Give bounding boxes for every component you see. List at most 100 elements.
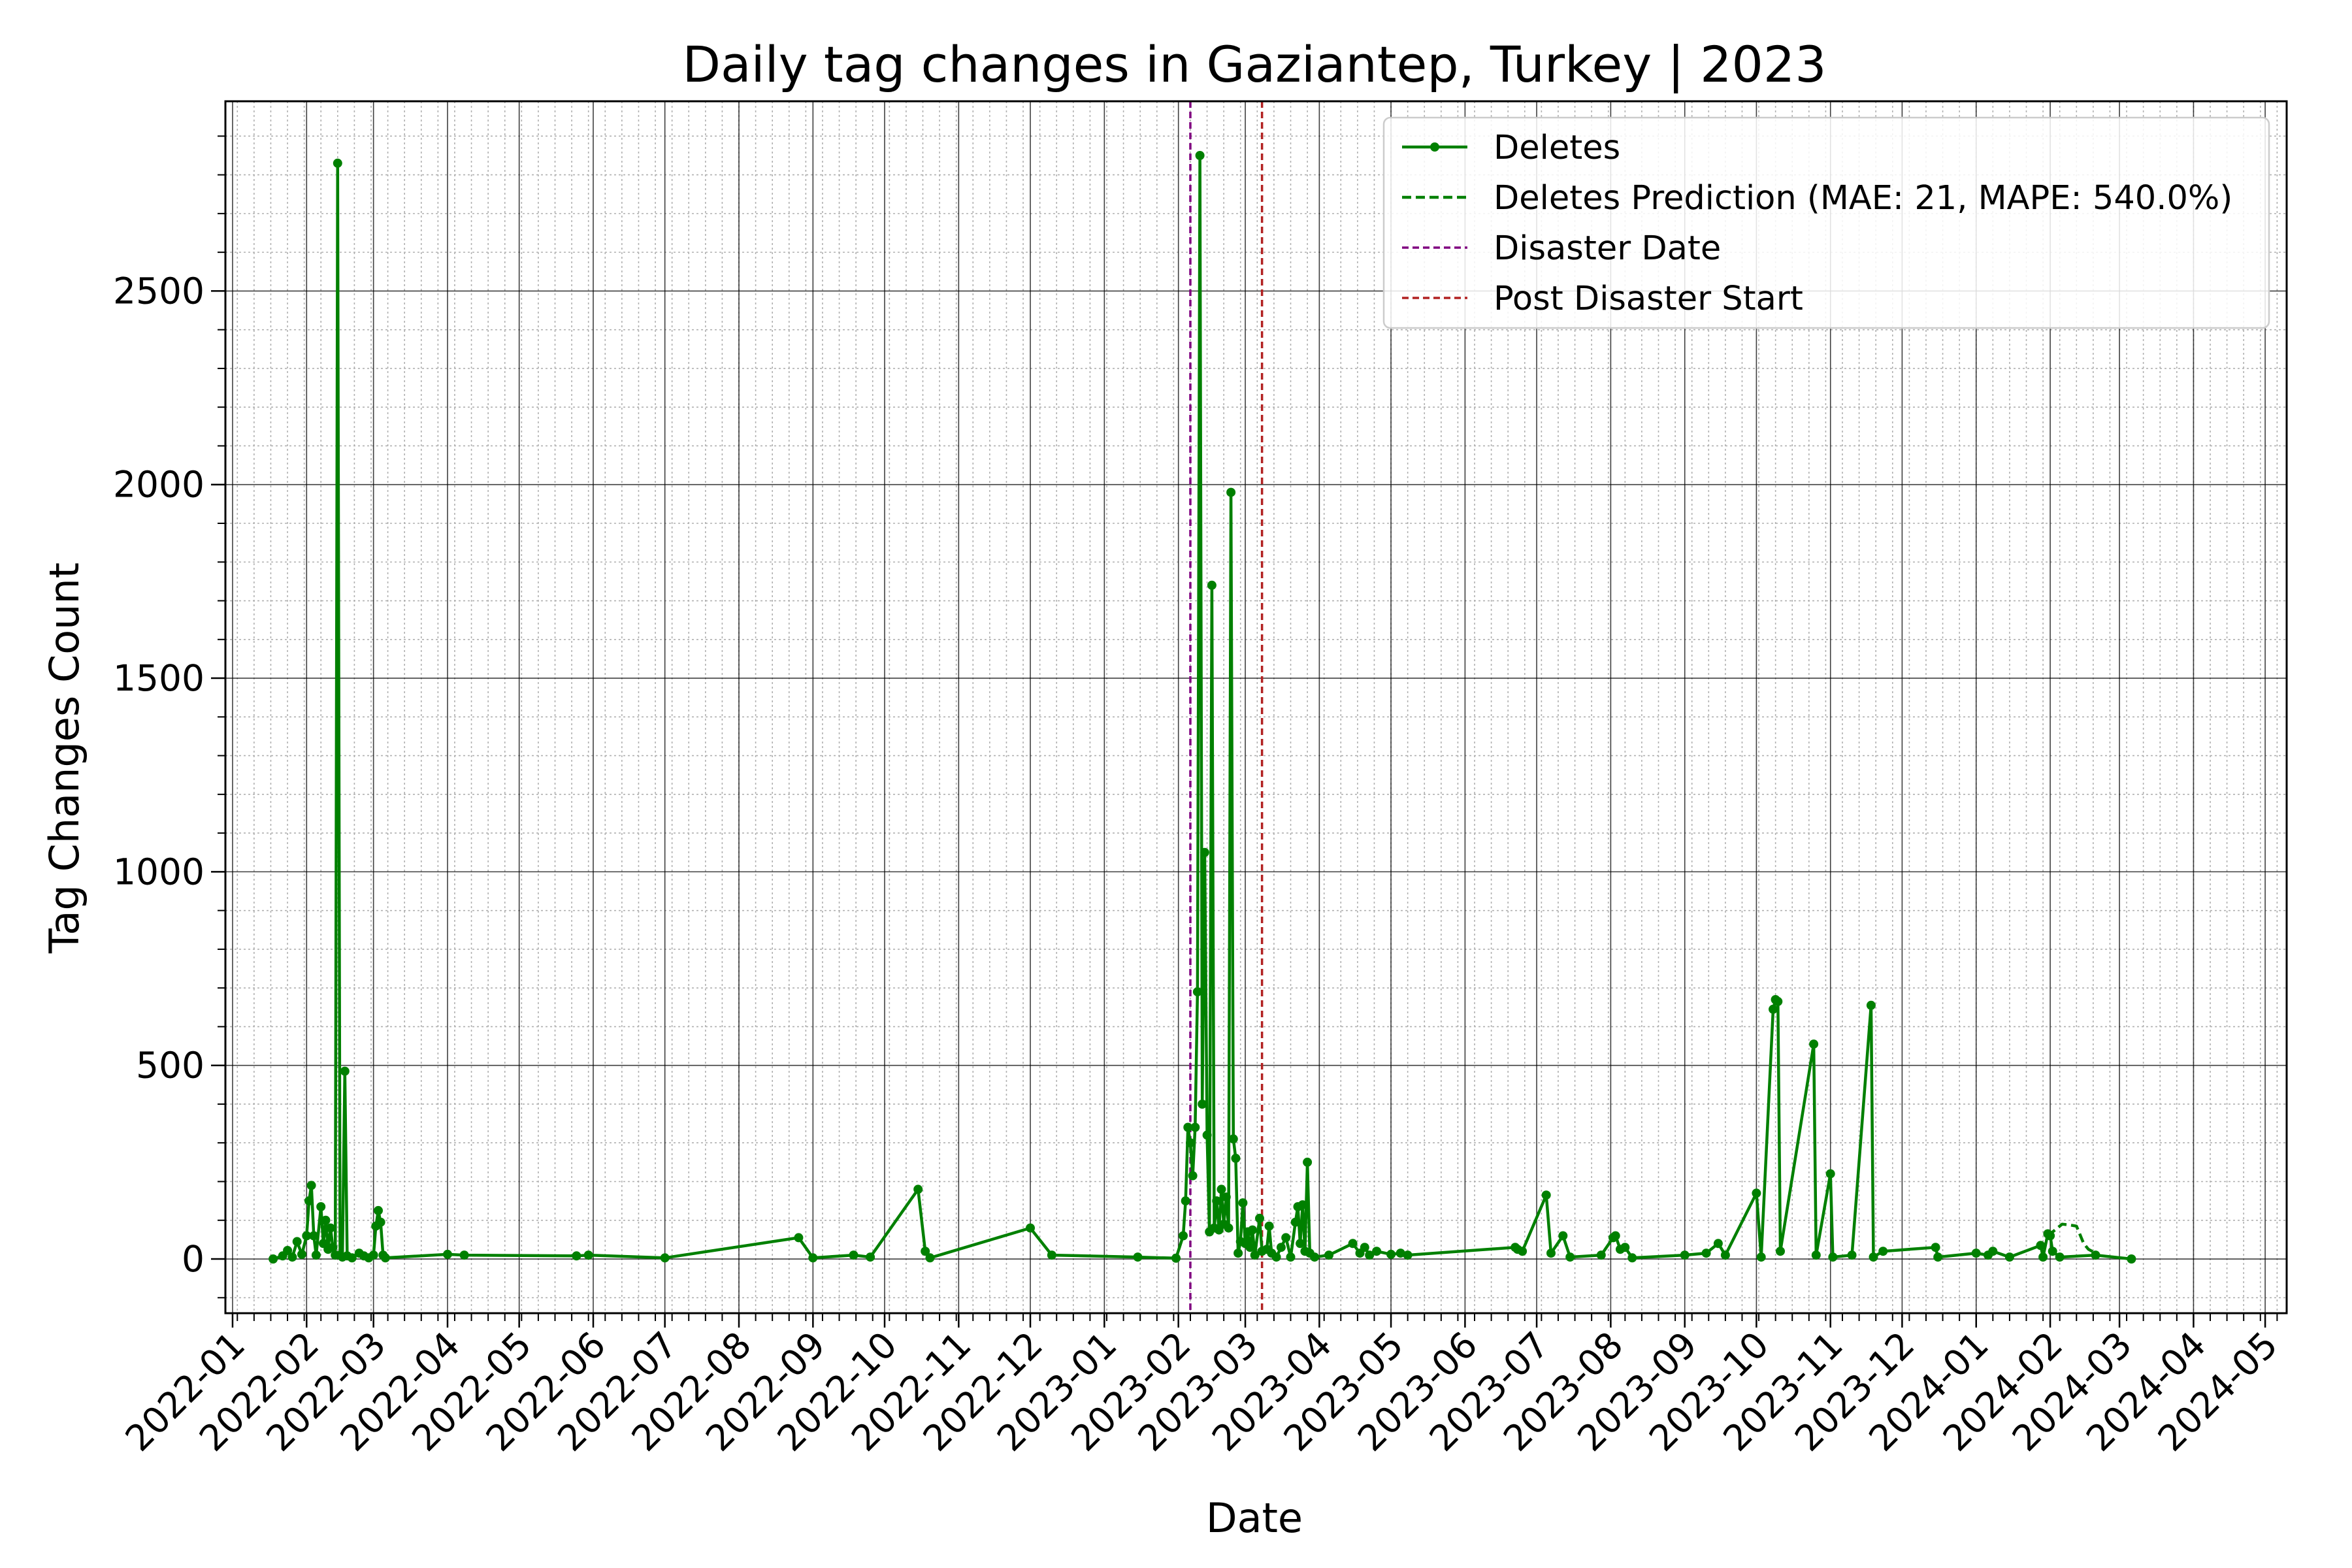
deletes-point bbox=[380, 1253, 390, 1263]
series-layer bbox=[269, 151, 2136, 1264]
deletes-point bbox=[1596, 1250, 1606, 1260]
deletes-point bbox=[2055, 1252, 2065, 1262]
deletes-point bbox=[1250, 1250, 1260, 1260]
deletes-point bbox=[376, 1217, 385, 1227]
deletes-point bbox=[1878, 1247, 1888, 1256]
deletes-point bbox=[1047, 1250, 1056, 1260]
deletes-point bbox=[1701, 1249, 1711, 1258]
deletes-point bbox=[1133, 1252, 1143, 1262]
deletes-point bbox=[2048, 1247, 2057, 1256]
deletes-point bbox=[459, 1250, 469, 1260]
deletes-point bbox=[1866, 1000, 1876, 1010]
deletes-point bbox=[1224, 1223, 1233, 1233]
deletes-point bbox=[1171, 1253, 1181, 1263]
deletes-point bbox=[1565, 1252, 1575, 1262]
deletes-point bbox=[1713, 1239, 1723, 1249]
deletes-point bbox=[306, 1181, 316, 1190]
deletes-point bbox=[1769, 1004, 1778, 1014]
deletes-point bbox=[1847, 1250, 1857, 1260]
deletes-point bbox=[1627, 1253, 1637, 1263]
deletes-point bbox=[808, 1253, 818, 1263]
deletes-point bbox=[1546, 1249, 1556, 1258]
legend-post-disaster-start-label: Post Disaster Start bbox=[1494, 280, 1803, 318]
deletes-point bbox=[321, 1215, 331, 1225]
deletes-point bbox=[1195, 151, 1205, 160]
deletes-point bbox=[1296, 1239, 1305, 1249]
deletes-point bbox=[1179, 1231, 1188, 1241]
deletes-point bbox=[1386, 1249, 1396, 1259]
y-tick-label: 0 bbox=[182, 1238, 204, 1280]
deletes-point bbox=[1931, 1243, 1940, 1252]
deletes-point bbox=[1228, 1134, 1238, 1144]
deletes-point bbox=[1255, 1213, 1264, 1223]
deletes-point bbox=[1188, 1171, 1198, 1181]
deletes-point bbox=[925, 1253, 935, 1263]
deletes-point bbox=[921, 1247, 930, 1256]
deletes-point bbox=[1811, 1250, 1821, 1260]
deletes-point bbox=[1248, 1225, 1257, 1235]
deletes-point bbox=[849, 1250, 858, 1260]
deletes-point bbox=[292, 1237, 302, 1247]
deletes-point bbox=[304, 1196, 314, 1206]
deletes-point bbox=[1303, 1157, 1313, 1167]
plot-frame bbox=[224, 100, 2288, 1315]
y-axis-label: Tag Changes Count bbox=[41, 563, 88, 954]
deletes-point bbox=[368, 1250, 378, 1260]
x-axis-label: Date bbox=[1206, 1494, 1303, 1542]
deletes-point bbox=[1620, 1243, 1630, 1252]
deletes-point bbox=[2004, 1252, 2014, 1262]
deletes-point bbox=[572, 1251, 581, 1261]
legend-deletes-label: Deletes bbox=[1494, 129, 1620, 167]
deletes-point bbox=[794, 1233, 804, 1243]
deletes-point bbox=[269, 1254, 278, 1264]
deletes-point bbox=[1396, 1249, 1405, 1258]
deletes-point bbox=[1558, 1231, 1568, 1241]
y-tick-label: 2500 bbox=[113, 270, 204, 312]
deletes-point bbox=[1518, 1247, 1527, 1256]
deletes-point bbox=[1541, 1190, 1551, 1200]
plot-border bbox=[224, 100, 2288, 1315]
deletes-point bbox=[1298, 1200, 1307, 1210]
deletes-point bbox=[1310, 1252, 1320, 1262]
reference-lines bbox=[1189, 101, 1264, 1313]
deletes-point bbox=[1221, 1192, 1231, 1202]
deletes-prediction-line bbox=[2046, 1222, 2097, 1255]
deletes-point bbox=[1233, 1249, 1243, 1258]
deletes-point bbox=[1324, 1250, 1333, 1260]
deletes-point bbox=[1264, 1221, 1274, 1231]
deletes-point bbox=[2091, 1250, 2100, 1260]
deletes-point bbox=[2036, 1241, 2046, 1250]
deletes-point bbox=[1933, 1252, 1943, 1262]
y-tick-label: 2000 bbox=[113, 464, 204, 506]
deletes-point bbox=[283, 1246, 293, 1255]
y-tick-label: 1000 bbox=[113, 851, 204, 892]
deletes-point bbox=[1202, 1130, 1212, 1140]
deletes-point bbox=[866, 1252, 875, 1262]
deletes-point bbox=[1869, 1252, 1878, 1262]
deletes-point bbox=[347, 1253, 357, 1263]
deletes-point bbox=[1186, 1138, 1195, 1148]
deletes-point bbox=[1773, 996, 1783, 1006]
deletes-point bbox=[1207, 580, 1217, 590]
deletes-point bbox=[309, 1231, 319, 1241]
legend-deletes-marker bbox=[1430, 142, 1439, 152]
deletes-point bbox=[1245, 1243, 1255, 1252]
legend-disaster-date-label: Disaster Date bbox=[1494, 229, 1721, 268]
deletes-point bbox=[1181, 1196, 1190, 1206]
deletes-point bbox=[1192, 987, 1202, 997]
deletes-point bbox=[328, 1243, 338, 1252]
y-tick-label: 1500 bbox=[113, 657, 204, 699]
deletes-point bbox=[1720, 1250, 1730, 1260]
deletes-point bbox=[1271, 1252, 1281, 1262]
deletes-point bbox=[1200, 847, 1209, 857]
deletes-point bbox=[1372, 1247, 1382, 1256]
deletes-point bbox=[443, 1249, 452, 1259]
deletes-point bbox=[1809, 1039, 1819, 1049]
deletes-point bbox=[660, 1253, 670, 1263]
deletes-point bbox=[2038, 1252, 2048, 1262]
deletes-point bbox=[1825, 1169, 1835, 1179]
deletes-point bbox=[1756, 1252, 1766, 1262]
legend-box bbox=[1382, 116, 2270, 329]
deletes-point bbox=[325, 1223, 335, 1233]
